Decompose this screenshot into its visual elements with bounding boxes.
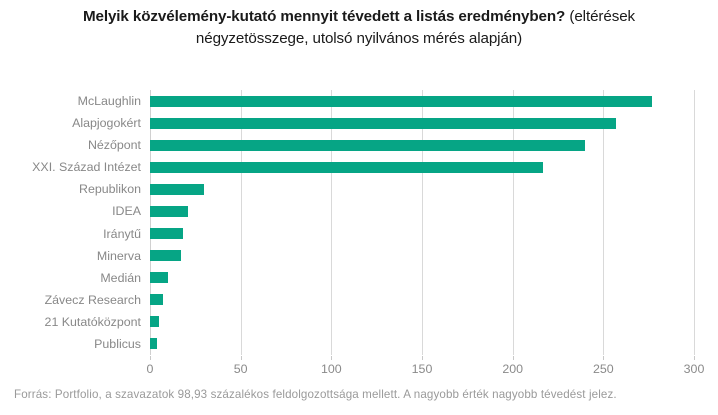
bar [150, 117, 617, 129]
bar-row [150, 223, 694, 245]
category-label: 21 Kutatóközpont [44, 314, 141, 329]
x-tick-mark [331, 356, 333, 360]
x-tick-mark [603, 356, 605, 360]
gridline-0 [150, 90, 151, 355]
x-tick-mark [512, 356, 514, 360]
bar [150, 95, 653, 107]
x-tick-label: 300 [683, 362, 705, 376]
category-label: IDEA [112, 204, 141, 219]
category-label: Publicus [94, 336, 141, 351]
x-tick-mark [422, 356, 423, 360]
category-label: XXI. Század Intézet [32, 160, 141, 175]
category-label: Nézőpont [87, 138, 141, 153]
bar [150, 272, 169, 284]
gridline-200 [512, 90, 514, 355]
category-label: Závecz Research [44, 292, 141, 307]
chart-title-regular: (eltérések négyzetösszege, utolsó nyilvá… [195, 8, 636, 47]
bar [150, 205, 189, 217]
x-tick-label: 250 [592, 362, 614, 376]
bar-row [150, 289, 694, 311]
bar [150, 228, 183, 239]
x-tick-mark [150, 356, 151, 360]
category-label: McLaughlin [77, 94, 141, 109]
category-label: Medián [100, 270, 141, 285]
bar [150, 316, 160, 328]
x-tick-mark [240, 356, 242, 360]
bar [150, 183, 205, 195]
bar-row [150, 245, 694, 267]
bar-row [150, 178, 694, 200]
x-tick-label: 100 [320, 362, 342, 376]
category-label: Alapjogokért [72, 116, 141, 131]
bar [150, 250, 181, 262]
x-axis: 0 50 100 150 200 250 300 [146, 356, 704, 380]
plot-area [150, 90, 695, 355]
bar-row [150, 200, 694, 222]
chart-title-bold: Melyik közvélemény-kutató mennyit tévede… [82, 8, 566, 25]
category-axis-labels: McLaughlin Alapjogokért Nézőpont XXI. Száza… [0, 90, 141, 355]
category-label: Republikon [79, 182, 141, 197]
x-tick-label: 50 [233, 362, 248, 376]
gridline-150 [422, 90, 423, 355]
gridline-300 [694, 90, 695, 355]
category-label: Minerva [96, 248, 141, 263]
x-tick-label: 200 [502, 362, 523, 376]
chart-title: Melyik közvélemény-kutató mennyit tévede… [40, 6, 678, 50]
bar-row [150, 333, 694, 355]
bars-layer [150, 90, 694, 355]
gridline-50 [240, 90, 242, 355]
bar [150, 161, 544, 173]
bar-row [150, 112, 694, 134]
bar-row [150, 156, 694, 178]
bar-row [150, 267, 694, 289]
x-tick-label: 150 [411, 362, 433, 376]
bar-row [150, 134, 694, 156]
bar [150, 139, 586, 151]
x-tick-label: 0 [146, 362, 154, 376]
x-tick-mark [694, 356, 695, 360]
bar [150, 294, 163, 306]
gridline-250 [603, 90, 605, 355]
gridline-100 [331, 90, 333, 355]
bar [150, 338, 158, 350]
chart-source-note: Forrás: Portfolio, a szavazatok 98,93 sz… [14, 388, 617, 401]
bar-row [150, 90, 694, 112]
category-label: Iránytű [103, 226, 141, 241]
bar-row [150, 311, 694, 333]
